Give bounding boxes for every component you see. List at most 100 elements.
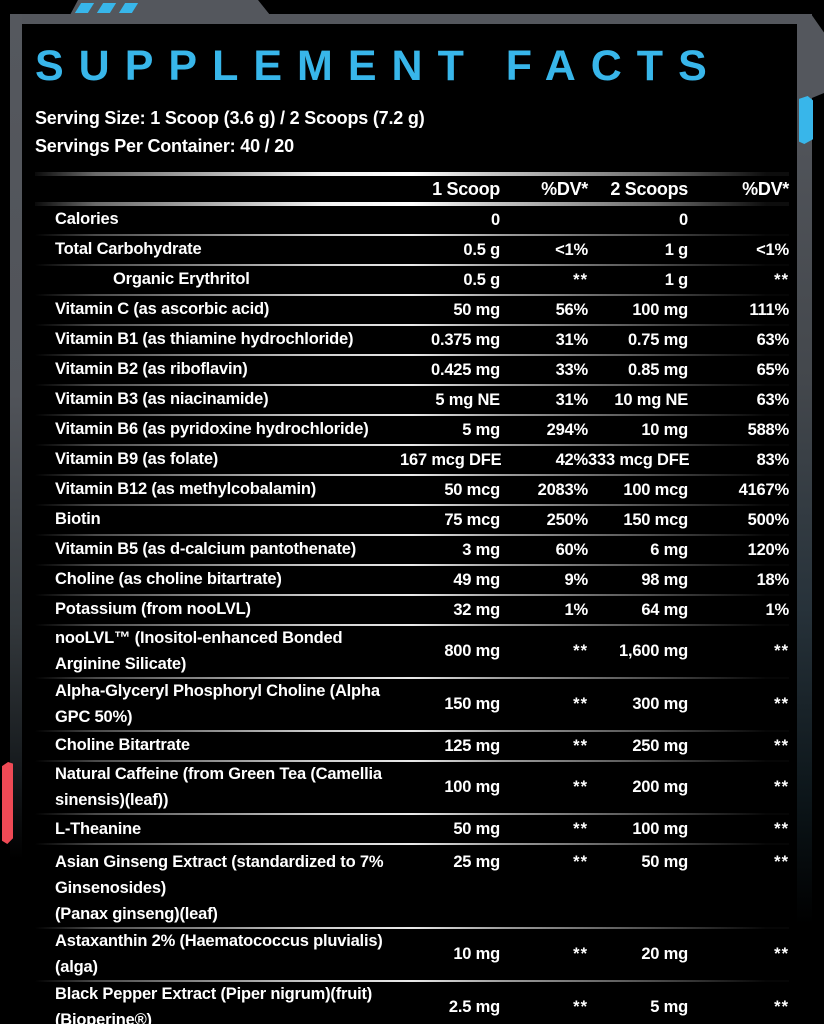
amount-2scoops: 100 mg: [632, 300, 688, 319]
frame-left-border: [10, 14, 22, 859]
row-separator: [35, 354, 789, 356]
dv-2scoops: 111%: [749, 300, 789, 319]
slash-icon: [74, 3, 95, 13]
dv-1scoop: **: [573, 736, 588, 755]
table-row: Natural Caffeine (from Green Tea (Camell…: [35, 762, 789, 813]
table-row: Vitamin B1 (as thiamine hydrochloride) 0…: [35, 326, 789, 354]
amount-1scoop: 0.5 g: [463, 270, 500, 289]
frame-top-tab: [70, 0, 270, 15]
amount-1scoop: 50 mg: [453, 300, 500, 319]
ingredient-name: Organic Erythritol: [113, 270, 250, 289]
ingredient-name: Calories: [55, 210, 119, 229]
cyan-accent-bar: [799, 96, 813, 144]
dv-1scoop: 60%: [555, 540, 589, 559]
header-bottom-separator: [35, 202, 789, 206]
servings-per-container-text: Servings Per Container: 40 / 20: [35, 136, 294, 156]
table-row: Calories 0 0: [35, 206, 789, 234]
row-separator: [35, 843, 789, 846]
dv-1scoop: 31%: [555, 390, 589, 409]
amount-1scoop: 3 mg: [462, 540, 500, 559]
amount-2scoops: 1 g: [664, 240, 688, 259]
ingredient-name: Vitamin B6 (as pyridoxine hydrochloride): [55, 420, 369, 439]
amount-1scoop: 167 mcg DFE: [400, 450, 502, 469]
table-row: Vitamin C (as ascorbic acid) 50 mg 56% 1…: [35, 296, 789, 324]
amount-2scoops: 0: [679, 210, 688, 229]
table-row: Astaxanthin 2% (Haematococcus pluvialis)…: [35, 929, 789, 980]
dv-2scoops: 1%: [765, 600, 790, 619]
table-row: Vitamin B9 (as folate) 167 mcg DFE 42% 3…: [35, 446, 789, 474]
dv-2scoops: 63%: [756, 390, 790, 409]
ingredient-name: Total Carbohydrate: [55, 240, 202, 259]
dv-2scoops: 120%: [747, 540, 790, 559]
amount-2scoops: 64 mg: [641, 600, 688, 619]
dv-1scoop: **: [573, 778, 588, 797]
amount-1scoop: 10 mg: [453, 945, 500, 964]
amount-2scoops: 150 mcg: [623, 510, 688, 529]
amount-2scoops: 0.75 mg: [627, 330, 688, 349]
slash-icon: [118, 3, 139, 13]
column-header-2scoops: 2 Scoops: [610, 178, 688, 199]
ingredient-name: Biotin: [55, 510, 101, 529]
row-separator: [35, 594, 789, 596]
amount-2scoops: 50 mg: [641, 853, 688, 872]
dv-2scoops: **: [774, 998, 789, 1017]
row-separator: [35, 234, 789, 236]
column-header-dv2: %DV*: [742, 178, 789, 199]
amount-1scoop: 0: [491, 210, 500, 229]
amount-2scoops: 20 mg: [641, 945, 688, 964]
column-header-dv1: %DV*: [541, 178, 588, 199]
dv-2scoops: 4167%: [738, 480, 790, 499]
row-separator: [35, 414, 789, 416]
dv-1scoop: 42%: [555, 450, 589, 469]
dv-1scoop: **: [573, 642, 588, 661]
dv-1scoop: 1%: [564, 600, 589, 619]
table-row: Vitamin B12 (as methylcobalamin) 50 mcg …: [35, 476, 789, 504]
table-row: Organic Erythritol 0.5 g ** 1 g **: [35, 266, 789, 294]
serving-size-text: Serving Size: 1 Scoop (3.6 g) / 2 Scoops…: [35, 108, 425, 128]
dv-1scoop: **: [573, 819, 588, 838]
amount-1scoop: 125 mg: [444, 736, 500, 755]
row-separator: [35, 504, 789, 506]
table-row: Potassium (from nooLVL) 32 mg 1% 64 mg 1…: [35, 596, 789, 624]
ingredient-name: Black Pepper Extract (Piper nigrum)(frui…: [55, 985, 373, 1024]
table-row: Biotin 75 mcg 250% 150 mcg 500%: [35, 506, 789, 534]
row-separator: [35, 980, 789, 983]
dv-1scoop: 294%: [546, 420, 589, 439]
dv-1scoop: **: [573, 998, 588, 1017]
ingredient-name: Astaxanthin 2% (Haematococcus pluvialis)…: [55, 932, 383, 976]
ingredient-name: Choline Bitartrate: [55, 736, 190, 755]
ingredient-name: Vitamin B5 (as d-calcium pantothenate): [55, 540, 357, 559]
dv-1scoop: **: [573, 270, 588, 289]
dv-2scoops: **: [774, 778, 789, 797]
frame-right-border: [797, 90, 812, 925]
amount-2scoops: 5 mg: [650, 998, 688, 1017]
dv-2scoops: **: [774, 642, 789, 661]
amount-1scoop: 100 mg: [444, 778, 500, 797]
table-row: Vitamin B3 (as niacinamide) 5 mg NE 31% …: [35, 386, 789, 414]
amount-2scoops: 250 mg: [632, 736, 688, 755]
table-row: Asian Ginseng Extract (standardized to 7…: [35, 845, 789, 927]
dv-2scoops: 63%: [756, 330, 790, 349]
amount-1scoop: 150 mg: [444, 695, 500, 714]
ingredient-name: Vitamin B3 (as niacinamide): [55, 390, 269, 409]
row-separator: [35, 384, 789, 386]
row-separator: [35, 564, 789, 566]
amount-2scoops: 100 mg: [632, 819, 688, 838]
dv-1scoop: 31%: [555, 330, 589, 349]
amount-2scoops: 0.85 mg: [627, 360, 688, 379]
table-row: Vitamin B5 (as d-calcium pantothenate) 3…: [35, 536, 789, 564]
dv-2scoops: **: [774, 819, 789, 838]
row-separator: [35, 624, 789, 626]
ingredient-name: L-Theanine: [55, 819, 142, 838]
column-header-1scoop: 1 Scoop: [432, 178, 500, 199]
dv-1scoop: **: [573, 853, 588, 872]
ingredient-name: Natural Caffeine (from Green Tea (Camell…: [55, 765, 382, 809]
ingredient-name: Vitamin B9 (as folate): [55, 450, 219, 469]
dv-1scoop: 2083%: [537, 480, 589, 499]
label-content: SUPPLEMENT FACTS Serving Size: 1 Scoop (…: [35, 40, 789, 1024]
ingredient-name: Potassium (from nooLVL): [55, 600, 251, 619]
frame-top-right-corner: [797, 14, 824, 98]
amount-1scoop: 5 mg: [462, 420, 500, 439]
dv-2scoops: **: [774, 853, 789, 872]
dv-2scoops: 83%: [756, 450, 790, 469]
